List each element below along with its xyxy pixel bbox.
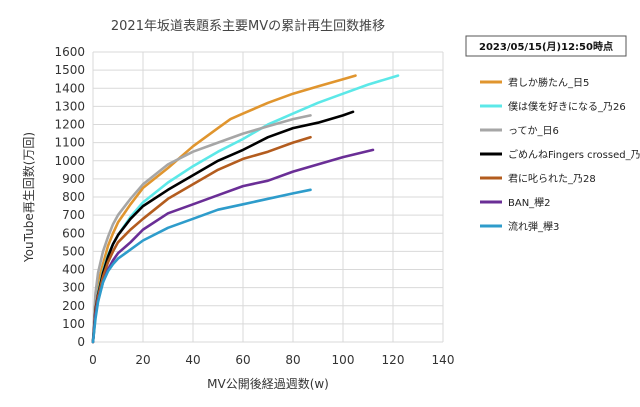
legend: 君しか勝たん_日5 僕は僕を好きになる_乃26 ってか_日6 ごめんねFingers … [480, 76, 640, 233]
x-tick-labels: 0 20 40 60 80 100 120 140 [89, 353, 454, 367]
gridlines [92, 51, 444, 343]
x-tick-label: 120 [382, 353, 405, 367]
y-tick-label: 500 [62, 244, 85, 258]
series-line-3 [91, 114, 312, 344]
y-tick-labels: 0 100 200 300 400 500 600 700 800 900 1000 1100 1200… [54, 45, 85, 349]
chart-title: 2021年坂道表題系主要MVの累計再生回数推移 [111, 18, 385, 34]
series-line-1 [91, 74, 357, 344]
x-tick-label: 100 [332, 353, 355, 367]
y-tick-label: 400 [62, 263, 85, 277]
x-tick-label: 60 [235, 353, 250, 367]
x-tick-label: 80 [285, 353, 300, 367]
y-tick-label: 1200 [54, 118, 85, 132]
legend-label-6: BAN_欅2 [508, 197, 551, 209]
y-tick-label: 1300 [54, 99, 85, 113]
legend-label-5: 君に叱られた_乃28 [508, 173, 596, 185]
legend-label-7: 流れ弾_欅3 [508, 220, 559, 233]
date-annotation: 2023/05/15(月)12:50時点 [479, 40, 613, 53]
x-tick-label: 20 [135, 353, 150, 367]
y-tick-label: 600 [62, 226, 85, 240]
y-tick-label: 300 [62, 281, 85, 295]
y-tick-label: 200 [62, 299, 85, 313]
y-tick-label: 900 [62, 172, 85, 186]
legend-label-4: ごめんねFingers crossed_乃27 [508, 148, 640, 161]
y-tick-label: 1100 [54, 136, 85, 150]
y-tick-label: 1000 [54, 154, 85, 168]
y-tick-label: 1500 [54, 63, 85, 77]
date-annotation-box [465, 35, 627, 57]
x-tick-label: 140 [432, 353, 455, 367]
y-tick-label: 700 [62, 208, 85, 222]
legend-label-3: ってか_日6 [508, 125, 559, 137]
series-lines [91, 74, 400, 344]
y-tick-label: 1400 [54, 81, 85, 95]
y-tick-label: 100 [62, 317, 85, 331]
series-line-5 [91, 135, 312, 344]
series-line-7 [91, 188, 312, 344]
legend-label-1: 君しか勝たん_日5 [508, 76, 589, 89]
x-tick-label: 40 [185, 353, 200, 367]
y-tick-label: 800 [62, 190, 85, 204]
x-axis-title: MV公開後経過週数(w) [207, 376, 329, 391]
x-tick-label: 0 [89, 353, 97, 367]
y-tick-label: 0 [77, 335, 85, 349]
y-tick-label: 1600 [54, 45, 85, 59]
y-axis-title: YouTube再生回数(万回) [21, 132, 36, 263]
legend-label-2: 僕は僕を好きになる_乃26 [508, 100, 626, 113]
